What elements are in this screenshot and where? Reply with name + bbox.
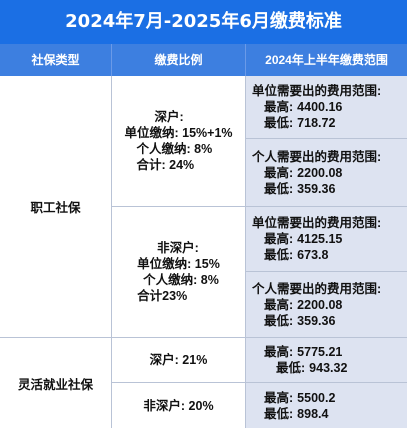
ratio-flexible-non-shenzhen: 非深户: 20% bbox=[112, 383, 246, 428]
max-value: 2200.08 bbox=[297, 297, 343, 312]
ratio-line: 深户: bbox=[154, 110, 184, 124]
range-max: 最高: 5500.2 bbox=[264, 390, 407, 406]
range-head: 单位需要出的费用范围: bbox=[252, 84, 382, 98]
max-value: 5500.2 bbox=[297, 390, 336, 405]
ratio-line: 合计23% bbox=[137, 289, 188, 303]
min-label: 最低: bbox=[276, 361, 306, 375]
min-value: 673.8 bbox=[297, 248, 329, 262]
range-max: 最高: 2200.08 bbox=[264, 297, 407, 313]
max-value: 5775.21 bbox=[297, 345, 343, 359]
max-label: 最高: bbox=[264, 165, 294, 180]
range-min: 最低: 673.8 bbox=[264, 247, 407, 263]
ratio-line: 个人缴纳: 8% bbox=[143, 273, 219, 287]
range-min: 最低: 718.72 bbox=[264, 115, 407, 131]
max-value: 4400.16 bbox=[297, 100, 343, 114]
header-ratio: 缴费比例 bbox=[112, 44, 246, 76]
max-value: 2200.08 bbox=[297, 165, 343, 180]
ratio-line: 深户: 21% bbox=[149, 353, 208, 367]
range-max: 最高: 4400.16 bbox=[264, 99, 407, 115]
range-employee-non-shenzhen-unit: 单位需要出的费用范围: 最高: 4125.15 最低: 673.8 bbox=[246, 207, 407, 272]
range-head: 个人需要出的费用范围: bbox=[252, 281, 382, 296]
max-label: 最高: bbox=[264, 232, 294, 246]
type-employee-label: 职工社保 bbox=[30, 201, 81, 215]
ratio-line: 单位缴纳: 15%+1% bbox=[124, 126, 233, 140]
range-employee-shenzhen-personal: 个人需要出的费用范围: 最高: 2200.08 最低: 359.36 bbox=[246, 139, 407, 207]
min-label: 最低: bbox=[264, 181, 294, 196]
range-min: 最低: 359.36 bbox=[264, 313, 407, 329]
range-flexible-non-shenzhen: 最高: 5500.2 最低: 898.4 bbox=[246, 383, 407, 428]
ratio-line: 单位缴纳: 15% bbox=[137, 257, 220, 271]
ratio-line: 合计: 24% bbox=[136, 158, 195, 172]
range-head: 个人需要出的费用范围: bbox=[252, 149, 382, 164]
range-head: 单位需要出的费用范围: bbox=[252, 216, 382, 230]
type-flexible-label: 灵活就业社保 bbox=[17, 377, 93, 392]
min-label: 最低: bbox=[264, 248, 294, 262]
min-label: 最低: bbox=[264, 406, 294, 421]
max-value: 4125.15 bbox=[297, 232, 343, 246]
range-min: 最低: 943.32 bbox=[276, 360, 407, 376]
table-title: 2024年7月-2025年6月缴费标准 bbox=[0, 0, 407, 44]
header-social-type: 社保类型 bbox=[0, 44, 112, 76]
ratio-employee-shenzhen: 深户: 单位缴纳: 15%+1% 个人缴纳: 8% 合计: 24% bbox=[112, 76, 246, 207]
range-flexible-shenzhen: 最高: 5775.21 最低: 943.32 bbox=[246, 338, 407, 383]
range-min: 最低: 898.4 bbox=[264, 406, 407, 422]
ratio-line: 非深户: bbox=[157, 241, 199, 255]
ratio-line: 非深户: 20% bbox=[143, 398, 214, 413]
type-employee: 职工社保 bbox=[0, 76, 112, 338]
max-label: 最高: bbox=[264, 390, 294, 405]
min-value: 898.4 bbox=[297, 406, 329, 421]
max-label: 最高: bbox=[264, 345, 294, 359]
max-label: 最高: bbox=[264, 297, 294, 312]
range-max: 最高: 2200.08 bbox=[264, 165, 407, 181]
min-value: 359.36 bbox=[297, 313, 336, 328]
min-label: 最低: bbox=[264, 116, 294, 130]
range-employee-non-shenzhen-personal: 个人需要出的费用范围: 最高: 2200.08 最低: 359.36 bbox=[246, 272, 407, 338]
ratio-employee-non-shenzhen: 非深户: 单位缴纳: 15% 个人缴纳: 8% 合计23% bbox=[112, 207, 246, 338]
min-value: 718.72 bbox=[297, 116, 336, 130]
header-range: 2024年上半年缴费范围 bbox=[246, 44, 407, 76]
min-value: 359.36 bbox=[297, 181, 336, 196]
range-max: 最高: 5775.21 bbox=[264, 344, 407, 360]
min-value: 943.32 bbox=[309, 361, 348, 375]
ratio-line: 个人缴纳: 8% bbox=[136, 142, 213, 156]
range-min: 最低: 359.36 bbox=[264, 181, 407, 197]
ratio-flexible-shenzhen: 深户: 21% bbox=[112, 338, 246, 383]
range-max: 最高: 4125.15 bbox=[264, 231, 407, 247]
range-employee-shenzhen-unit: 单位需要出的费用范围: 最高: 4400.16 最低: 718.72 bbox=[246, 76, 407, 139]
max-label: 最高: bbox=[264, 100, 294, 114]
type-flexible: 灵活就业社保 bbox=[0, 338, 112, 428]
min-label: 最低: bbox=[264, 313, 294, 328]
